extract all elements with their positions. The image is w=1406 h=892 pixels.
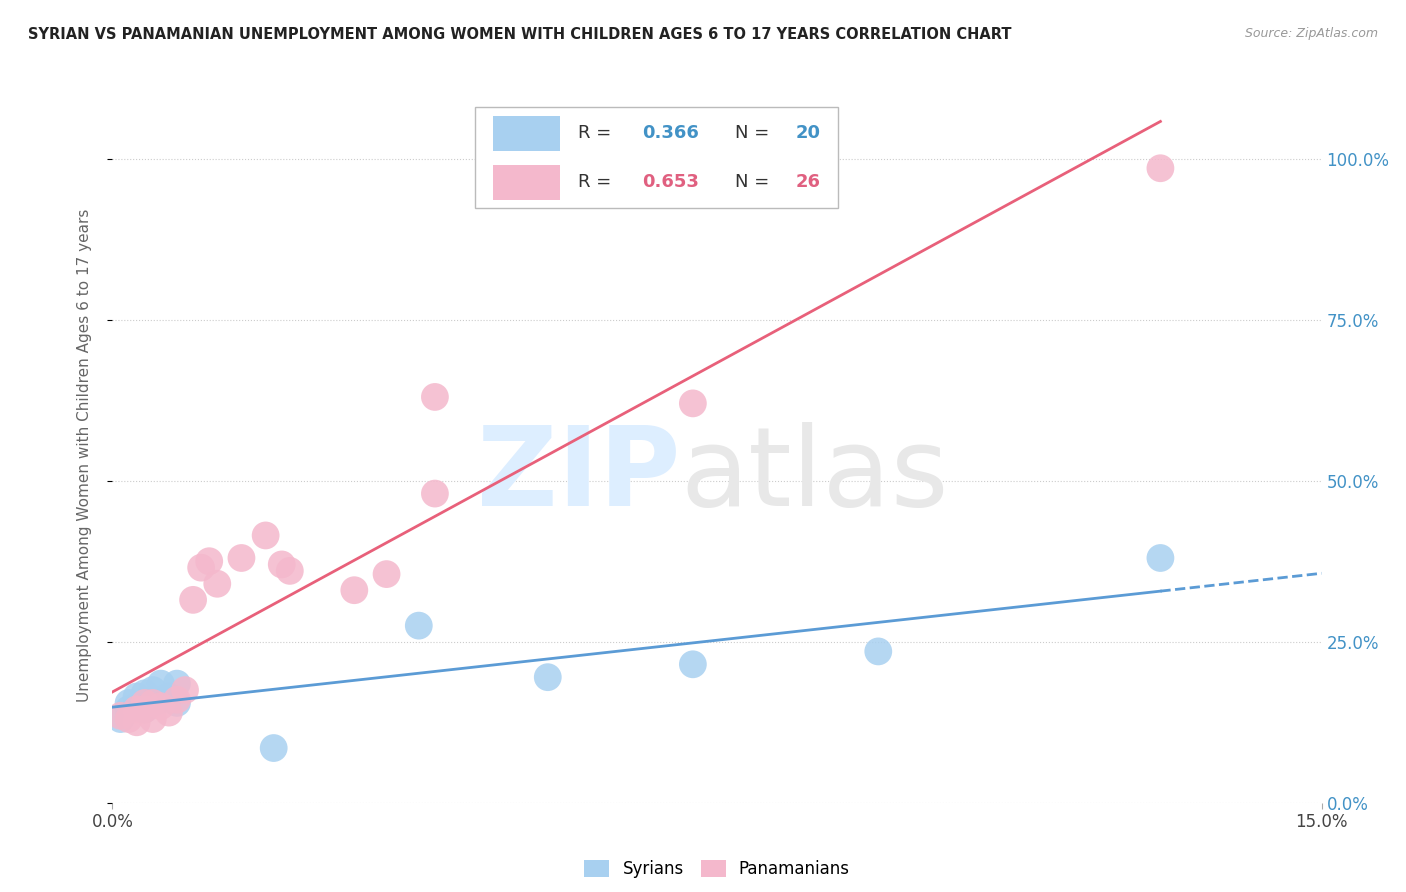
- Point: [375, 567, 398, 582]
- Point: [423, 390, 446, 404]
- Point: [1149, 551, 1171, 566]
- Y-axis label: Unemployment Among Women with Children Ages 6 to 17 years: Unemployment Among Women with Children A…: [77, 208, 91, 702]
- Point: [423, 486, 446, 500]
- Point: [142, 712, 165, 726]
- Point: [117, 696, 139, 710]
- Point: [149, 676, 172, 690]
- Text: Source: ZipAtlas.com: Source: ZipAtlas.com: [1244, 27, 1378, 40]
- Point: [134, 702, 156, 716]
- Point: [125, 702, 148, 716]
- Point: [682, 396, 704, 410]
- Text: SYRIAN VS PANAMANIAN UNEMPLOYMENT AMONG WOMEN WITH CHILDREN AGES 6 TO 17 YEARS C: SYRIAN VS PANAMANIAN UNEMPLOYMENT AMONG …: [28, 27, 1012, 42]
- Point: [125, 715, 148, 730]
- Point: [198, 554, 221, 568]
- Point: [343, 583, 366, 598]
- Point: [134, 686, 156, 700]
- Point: [110, 708, 132, 723]
- Legend: Syrians, Panamanians: Syrians, Panamanians: [585, 860, 849, 878]
- Point: [231, 551, 253, 566]
- FancyBboxPatch shape: [494, 165, 560, 200]
- Point: [868, 644, 890, 658]
- Point: [142, 696, 165, 710]
- Text: R =: R =: [578, 173, 617, 191]
- Point: [263, 741, 285, 756]
- Point: [149, 699, 172, 714]
- Text: 0.366: 0.366: [643, 125, 699, 143]
- Point: [1149, 161, 1171, 176]
- Text: 20: 20: [796, 125, 821, 143]
- Point: [110, 712, 132, 726]
- Point: [142, 696, 165, 710]
- Point: [149, 692, 172, 706]
- Point: [166, 676, 188, 690]
- Point: [125, 699, 148, 714]
- Text: atlas: atlas: [681, 422, 949, 529]
- Point: [125, 690, 148, 704]
- FancyBboxPatch shape: [494, 116, 560, 151]
- Point: [134, 696, 156, 710]
- Point: [166, 692, 188, 706]
- Text: N =: N =: [735, 125, 775, 143]
- Point: [682, 657, 704, 672]
- Point: [207, 576, 229, 591]
- Text: R =: R =: [578, 125, 617, 143]
- Point: [174, 683, 197, 698]
- Point: [117, 702, 139, 716]
- Point: [117, 712, 139, 726]
- Point: [157, 690, 180, 704]
- FancyBboxPatch shape: [475, 107, 838, 208]
- Text: N =: N =: [735, 173, 775, 191]
- Point: [408, 618, 430, 632]
- Point: [134, 702, 156, 716]
- Point: [190, 560, 212, 574]
- Point: [278, 564, 301, 578]
- Text: 0.653: 0.653: [643, 173, 699, 191]
- Point: [537, 670, 560, 684]
- Point: [270, 558, 292, 572]
- Text: ZIP: ZIP: [478, 422, 681, 529]
- Text: 26: 26: [796, 173, 821, 191]
- Point: [166, 696, 188, 710]
- Point: [142, 683, 165, 698]
- Point: [254, 528, 277, 542]
- Point: [181, 592, 204, 607]
- Point: [157, 706, 180, 720]
